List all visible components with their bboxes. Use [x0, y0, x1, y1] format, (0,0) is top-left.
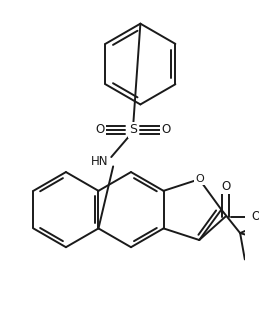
- Text: S: S: [129, 123, 137, 136]
- Text: O: O: [195, 174, 204, 184]
- Text: O: O: [161, 123, 170, 136]
- Text: O: O: [95, 123, 105, 136]
- Text: HN: HN: [91, 155, 109, 168]
- Text: O: O: [251, 210, 259, 223]
- Text: O: O: [221, 180, 230, 193]
